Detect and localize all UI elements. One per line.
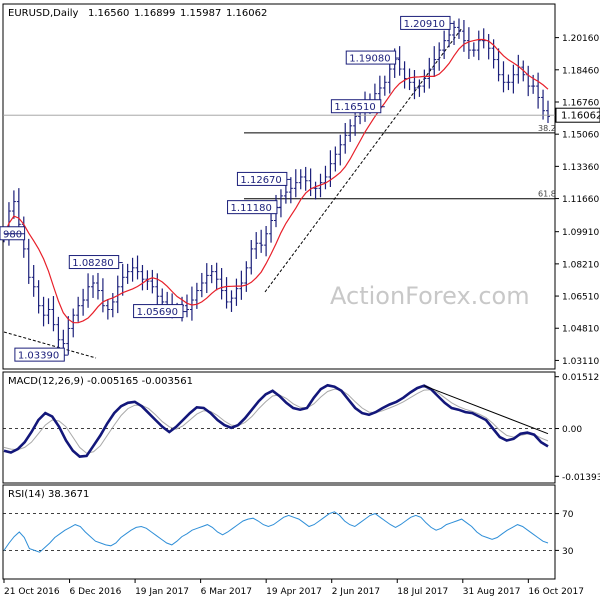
price-panel-frame <box>2 3 556 370</box>
price-tick-label: 1.15060 <box>562 131 599 141</box>
current-price-label: 1.16062 <box>561 111 600 122</box>
macd-tick-label: 0.00 <box>562 425 582 435</box>
current-price-box <box>555 107 600 123</box>
price-y-axis: 1.20160 1.18460 1.16760 1.15060 1.13360 1.116… <box>555 34 599 367</box>
x-tick-label: 18 Jul 2017 <box>397 587 448 597</box>
annotation-label: 1.11180 <box>231 203 272 214</box>
macd-main-line <box>3 383 549 458</box>
rsi-tick-label: 70 <box>562 510 574 520</box>
price-tick-label: 1.03110 <box>562 357 599 367</box>
fib-lines: 38.2 61.8 <box>244 124 556 200</box>
price-trendlines <box>3 27 463 359</box>
price-tick-label: 1.04810 <box>562 325 599 335</box>
annotation-label: 980 <box>3 229 22 240</box>
x-tick-label: 2 Jun 2017 <box>332 587 380 597</box>
rsi-title: RSI(14) 38.3671 <box>8 489 89 500</box>
price-tick-label: 1.18460 <box>562 66 599 76</box>
price-tick-label: 1.08210 <box>562 260 599 270</box>
annotation-label: 1.03390 <box>18 351 59 362</box>
macd-trendline <box>423 385 549 435</box>
price-annotations: 1.03390 1.08280 1.05690 1.12670 1.11180 1.190… <box>0 15 455 362</box>
x-tick-label: 21 Oct 2016 <box>4 587 60 597</box>
watermark: ActionForex.com <box>330 282 530 310</box>
ohlc-high: 1.16899 <box>134 8 175 19</box>
x-tick-label: 6 Mar 2017 <box>201 587 252 597</box>
rsi-panel-frame <box>2 484 556 580</box>
fib-label: 61.8 <box>538 190 556 199</box>
x-tick-label: 31 Aug 2017 <box>463 587 521 597</box>
x-tick-label: 16 Oct 2017 <box>528 587 584 597</box>
macd-panel-frame <box>2 371 556 484</box>
rsi-line <box>3 511 549 553</box>
macd-tick-label: -0.013938 <box>562 473 600 483</box>
fib-label: 38.2 <box>538 124 556 133</box>
price-tick-label: 1.11660 <box>562 195 599 205</box>
rsi-tick-label: 30 <box>562 547 574 557</box>
symbol-label: EURUSD,Daily <box>8 8 79 19</box>
price-tick-label: 1.06510 <box>562 293 599 303</box>
ohlc-low: 1.15987 <box>180 8 221 19</box>
annotation-box <box>400 15 451 30</box>
macd-y-axis: 0.01512 0.00 -0.013938 <box>555 373 600 483</box>
ohlc-close: 1.16062 <box>226 8 267 19</box>
ohlc-open: 1.16560 <box>88 8 129 19</box>
moving-average-line <box>3 38 549 324</box>
macd-title: MACD(12,26,9) -0.005165 -0.003561 <box>8 376 193 387</box>
x-axis: 21 Oct 2016 6 Dec 2016 19 Jan 2017 6 Mar 20… <box>3 579 584 597</box>
annotation-label: 1.19080 <box>349 54 390 65</box>
price-tick-label: 1.20160 <box>562 34 599 44</box>
price-tick-label: 1.09910 <box>562 228 599 238</box>
macd-tick-label: 0.01512 <box>562 373 599 383</box>
price-tick-label: 1.13360 <box>562 163 599 173</box>
x-tick-label: 19 Apr 2017 <box>266 587 322 597</box>
x-tick-label: 6 Dec 2016 <box>70 587 122 597</box>
price-tick-label: 1.16760 <box>562 98 599 108</box>
price-bars <box>2 18 550 355</box>
annotation-label: 1.12670 <box>240 175 281 186</box>
annotation-label: 1.05690 <box>137 307 178 318</box>
annotation-label: 1.16510 <box>334 102 375 113</box>
x-tick-label: 19 Jan 2017 <box>135 587 189 597</box>
annotation-label: 1.20910 <box>404 19 445 30</box>
price-trendline-lower <box>3 331 97 359</box>
annotation-label: 1.08280 <box>72 258 113 269</box>
rsi-y-axis: 70 30 <box>555 510 574 557</box>
macd-signal-line <box>3 388 549 454</box>
